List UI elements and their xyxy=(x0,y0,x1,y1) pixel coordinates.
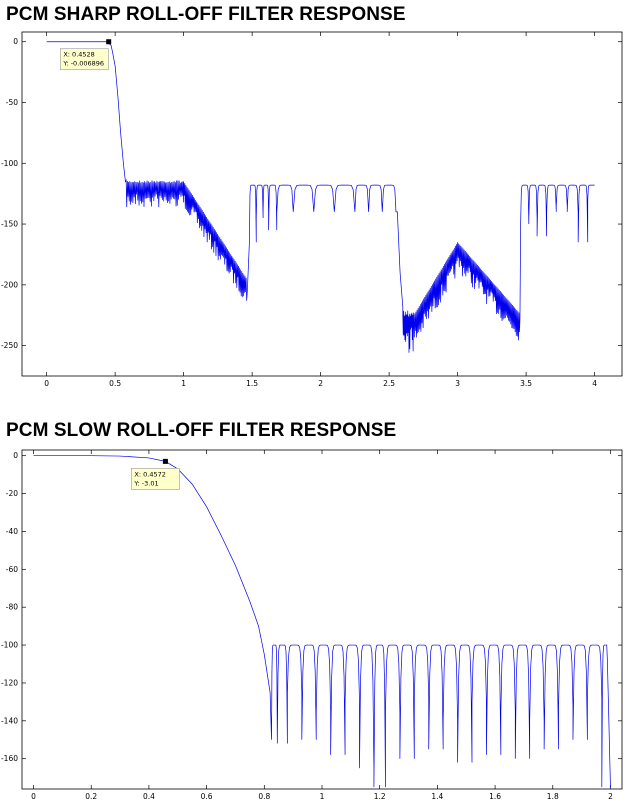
x-tick-label: 3 xyxy=(455,379,460,388)
datatip-marker xyxy=(106,39,112,45)
x-tick-label: 2.5 xyxy=(383,379,395,388)
y-tick-label: -200 xyxy=(1,280,18,289)
x-tick-label: 0.4 xyxy=(143,792,155,801)
plot-area xyxy=(21,31,623,377)
datatip-box xyxy=(60,48,109,71)
x-tick-label: 0 xyxy=(44,379,49,388)
x-tick-label: 1.6 xyxy=(489,792,501,801)
y-tick-label: -60 xyxy=(6,565,18,574)
datatip-x: X: 0.4528 xyxy=(63,51,94,59)
x-tick-label: 0.8 xyxy=(258,792,270,801)
x-tick-label: 1 xyxy=(320,792,325,801)
x-tick-label: 1.5 xyxy=(246,379,258,388)
response-curve xyxy=(46,41,595,353)
y-tick-label: -100 xyxy=(1,159,18,168)
x-tick-label: 3.5 xyxy=(520,379,532,388)
plot-area xyxy=(21,449,623,790)
sharp-rolloff-chart: 0 0.5 1 1.5 2 2.5 3 3.5 4 0 -50 -100 -150 -200 -250 X: … xyxy=(1,31,623,388)
y-tick-label: 0 xyxy=(13,451,18,460)
x-tick-label: 1.8 xyxy=(547,792,559,801)
datatip-box xyxy=(131,468,180,490)
slow-chart-title: PCM SLOW ROLL-OFF FILTER RESPONSE xyxy=(6,420,397,441)
y-tick-label: -80 xyxy=(6,603,18,612)
y-tick-label: -20 xyxy=(6,489,18,498)
y-tick-label: -50 xyxy=(6,98,18,107)
x-tick-label: 2 xyxy=(608,792,613,801)
x-tick-label: 2 xyxy=(318,379,323,388)
sharp-chart-title: PCM SHARP ROLL-OFF FILTER RESPONSE xyxy=(6,4,406,25)
datatip-y: Y: -0.006896 xyxy=(62,60,104,68)
x-tick-label: 1.2 xyxy=(374,792,386,801)
y-tick-label: -120 xyxy=(1,678,18,687)
y-tick-label: 0 xyxy=(13,37,18,46)
x-tick-label: 0 xyxy=(31,792,36,801)
y-tick-label: -140 xyxy=(1,716,18,725)
datatip-marker xyxy=(162,458,168,464)
x-tick-label: 0.5 xyxy=(109,379,121,388)
x-tick-label: 0.2 xyxy=(85,792,97,801)
y-tick-label: -40 xyxy=(6,527,18,536)
datatip-x: X: 0.4572 xyxy=(134,470,165,478)
y-tick-label: -100 xyxy=(1,641,18,650)
x-tick-label: 4 xyxy=(592,379,597,388)
x-tick-label: 1.4 xyxy=(431,792,443,801)
datatip-y: Y: -3.01 xyxy=(133,479,158,487)
y-tick-label: -150 xyxy=(1,220,18,229)
y-tick-label: -250 xyxy=(1,341,18,350)
x-tick-label: 0.6 xyxy=(201,792,213,801)
y-tick-label: -160 xyxy=(1,754,18,763)
response-curve xyxy=(33,455,611,788)
x-tick-label: 1 xyxy=(181,379,186,388)
